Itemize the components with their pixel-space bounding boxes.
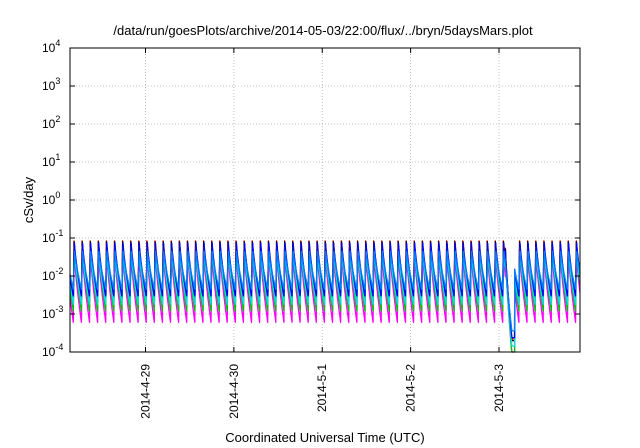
y-tick-label: 10-2 — [42, 266, 63, 283]
y-tick-exponent: -3 — [55, 304, 63, 314]
x-tick-label: 2014-5-2 — [404, 364, 418, 412]
y-tick-label: 103 — [42, 76, 60, 93]
x-axis: 2014-4-29 2014-4-30 2014-5-1 2014-5-2 2014-5… — [138, 48, 506, 419]
y-tick-base: 10 — [42, 307, 56, 321]
y-tick-base: 10 — [42, 155, 56, 169]
y-tick-base: 10 — [42, 345, 56, 359]
y-tick-base: 10 — [42, 269, 56, 283]
y-tick-label: 100 — [42, 190, 60, 207]
y-tick-label: 104 — [42, 38, 60, 55]
x-tick-label: 2014-5-3 — [492, 364, 506, 412]
x-tick-label: 2014-4-30 — [227, 364, 241, 419]
y-axis-label: cSv/day — [21, 176, 36, 223]
y-tick-exponent: 1 — [55, 152, 60, 162]
y-tick-base: 10 — [42, 41, 56, 55]
y-tick-label: 10-1 — [42, 228, 63, 245]
series-line — [69, 250, 581, 332]
y-tick-exponent: 3 — [55, 76, 60, 86]
y-tick-exponent: -2 — [55, 266, 63, 276]
y-tick-base: 10 — [42, 193, 56, 207]
chart-title: /data/run/goesPlots/archive/2014-05-03/2… — [113, 23, 533, 38]
y-tick-base: 10 — [42, 231, 56, 245]
plot-series — [69, 240, 581, 353]
y-tick-label: 101 — [42, 152, 60, 169]
y-tick-base: 10 — [42, 117, 56, 131]
x-tick-label: 2014-5-1 — [315, 364, 329, 412]
y-tick-exponent: -4 — [55, 342, 63, 352]
x-axis-label: Coordinated Universal Time (UTC) — [225, 430, 424, 445]
y-tick-exponent: 2 — [55, 114, 60, 124]
y-tick-exponent: 4 — [55, 38, 60, 48]
y-tick-exponent: -1 — [55, 228, 63, 238]
x-tick-label: 2014-4-29 — [138, 364, 152, 419]
y-tick-exponent: 0 — [55, 190, 60, 200]
y-tick-label: 102 — [42, 114, 60, 131]
y-tick-label: 10-4 — [42, 342, 63, 359]
y-tick-base: 10 — [42, 79, 56, 93]
y-tick-label: 10-3 — [42, 304, 63, 321]
